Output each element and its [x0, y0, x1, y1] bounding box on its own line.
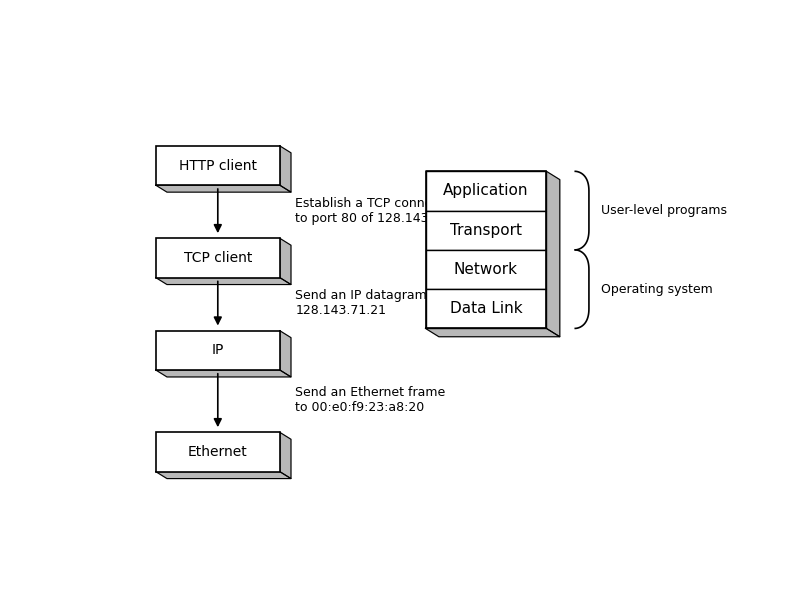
Polygon shape — [280, 238, 291, 284]
Bar — [156, 331, 280, 370]
Text: Send an Ethernet frame
to 00:e0:f9:23:a8:20: Send an Ethernet frame to 00:e0:f9:23:a8… — [295, 386, 446, 414]
Bar — [156, 433, 280, 472]
Text: Data Link: Data Link — [450, 301, 522, 316]
Polygon shape — [280, 146, 291, 192]
Bar — [156, 238, 280, 278]
Polygon shape — [156, 370, 291, 377]
Polygon shape — [156, 185, 291, 192]
Bar — [426, 250, 546, 289]
Polygon shape — [156, 278, 291, 284]
Polygon shape — [546, 172, 560, 337]
Text: Transport: Transport — [450, 223, 522, 238]
Text: Ethernet: Ethernet — [188, 445, 248, 459]
Text: Application: Application — [443, 184, 529, 199]
Text: Operating system: Operating system — [602, 283, 713, 296]
Polygon shape — [156, 472, 291, 479]
Bar — [426, 289, 546, 328]
Polygon shape — [280, 331, 291, 377]
Text: HTTP client: HTTP client — [179, 158, 257, 173]
Text: Establish a TCP connection
to port 80 of 128.143.71.21: Establish a TCP connection to port 80 of… — [295, 197, 469, 224]
Text: User-level programs: User-level programs — [602, 204, 727, 217]
Bar — [156, 146, 280, 185]
Polygon shape — [426, 328, 560, 337]
Text: IP: IP — [212, 343, 224, 358]
Text: Send an IP datagram to
128.143.71.21: Send an IP datagram to 128.143.71.21 — [295, 289, 443, 317]
Bar — [426, 211, 546, 250]
Bar — [426, 172, 546, 211]
Text: TCP client: TCP client — [184, 251, 252, 265]
Polygon shape — [280, 433, 291, 479]
Text: Network: Network — [454, 262, 518, 277]
